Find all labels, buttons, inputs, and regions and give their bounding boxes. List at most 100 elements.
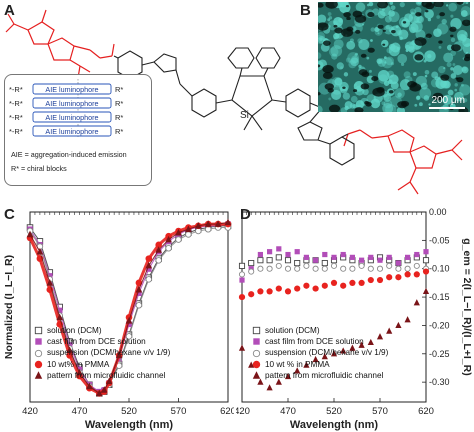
x-tick-label: 570 xyxy=(171,406,187,417)
aie-definition: AIE = aggregation-induced emission xyxy=(11,150,127,159)
aie-row-label: AIE luminophore xyxy=(45,127,98,136)
x-tick-label: 520 xyxy=(326,406,342,417)
data-point xyxy=(413,271,420,278)
data-point xyxy=(125,333,133,340)
aie-row-right: R* xyxy=(115,99,123,108)
data-point xyxy=(330,262,338,269)
legend-marker-shape xyxy=(34,371,43,379)
data-point xyxy=(413,262,420,269)
data-point xyxy=(248,361,255,368)
data-point xyxy=(376,276,384,284)
data-point xyxy=(422,257,430,264)
legend-marker-shape xyxy=(252,326,261,335)
legend-marker xyxy=(252,326,261,335)
legend-d: solution (DCM) cast film from DCE solutio… xyxy=(252,325,388,381)
legend-marker-shape xyxy=(252,349,261,357)
y-tick-label: -0.10 xyxy=(429,264,450,274)
legend-entry: solution (DCM) xyxy=(252,325,388,336)
scale-bar-label: 200 μm xyxy=(431,95,465,106)
legend-marker xyxy=(252,360,261,368)
y-axis-label: Normalized (I_L−I_R) xyxy=(3,255,15,359)
legend-marker xyxy=(252,371,261,379)
legend-label: 10 wt% in PMMA xyxy=(47,359,110,369)
data-point xyxy=(66,346,73,353)
y-tick-label: -0.20 xyxy=(429,320,450,330)
data-point xyxy=(294,265,301,272)
panel-label-c: C xyxy=(4,206,15,223)
data-point xyxy=(126,321,132,328)
data-point xyxy=(56,307,63,314)
legend-marker-shape xyxy=(253,338,260,345)
data-point xyxy=(284,265,292,272)
data-point xyxy=(330,350,338,357)
data-point xyxy=(185,231,192,238)
legend-c: solution (DCM) cast film from DCE solutio… xyxy=(34,325,170,381)
aie-row-label: AIE luminophore xyxy=(45,99,98,108)
aie-row-left: *-R* xyxy=(9,99,23,108)
data-point xyxy=(294,367,301,374)
series-line xyxy=(29,225,228,394)
panel-label-d: D xyxy=(240,206,251,223)
x-axis-label: Wavelength (nm) xyxy=(85,419,174,431)
legend-entry: 10 wt% in PMMA xyxy=(34,359,170,370)
data-point xyxy=(349,344,356,351)
data-point xyxy=(105,377,113,385)
data-point xyxy=(349,254,355,260)
legend-marker xyxy=(35,338,42,345)
data-point xyxy=(404,316,411,323)
aie-row-label: AIE luminophore xyxy=(45,85,98,94)
data-point xyxy=(266,384,273,391)
data-point xyxy=(303,254,309,260)
data-point xyxy=(175,236,182,243)
data-point xyxy=(267,249,273,255)
data-point xyxy=(349,279,356,286)
legend-marker-shape xyxy=(252,360,261,368)
aie-row-label: AIE luminophore xyxy=(45,113,98,122)
legend-label: suspension (DCM/hexane v/v 1/9) xyxy=(47,348,171,358)
data-point xyxy=(359,257,365,263)
x-tick-label: 420 xyxy=(236,406,250,417)
series-5 xyxy=(238,287,430,391)
data-point xyxy=(145,276,153,283)
legend-entry: pattern from microfluidic channel xyxy=(252,370,388,381)
y-tick-label: -0.05 xyxy=(429,235,450,245)
aie-luminophore-box xyxy=(32,111,112,123)
data-point xyxy=(405,254,411,260)
data-point xyxy=(238,271,246,278)
data-point xyxy=(276,246,282,252)
panel-label-b: B xyxy=(300,2,311,19)
data-point xyxy=(155,246,162,253)
legend-marker xyxy=(252,349,261,357)
silicon-atom-label: Si xyxy=(240,110,249,121)
fluorescence-micrograph: 200 μm xyxy=(318,2,470,112)
data-point xyxy=(376,333,384,340)
data-point xyxy=(294,249,300,255)
data-point xyxy=(423,249,429,255)
data-point xyxy=(56,313,63,321)
data-point xyxy=(36,247,44,255)
legend-marker-shape xyxy=(34,360,43,368)
legend-label: suspension (DCM/hexane v/v 1/9) xyxy=(265,348,389,358)
data-point xyxy=(321,259,328,267)
x-tick-label: 620 xyxy=(418,406,434,417)
data-point xyxy=(46,279,54,286)
data-point xyxy=(248,291,255,298)
series-3 xyxy=(238,262,430,278)
data-point xyxy=(257,257,264,264)
data-point xyxy=(204,220,212,227)
data-point xyxy=(422,268,430,275)
micrograph-texture xyxy=(318,2,470,112)
legend-label: 10 wt % in PMMA xyxy=(265,359,330,369)
data-point xyxy=(115,351,123,359)
data-point xyxy=(303,361,310,368)
legend-entry: pattern from microfluidic channel xyxy=(34,370,170,381)
data-point xyxy=(275,378,282,385)
aie-row-right: R* xyxy=(115,85,123,94)
data-point xyxy=(285,251,291,258)
data-point xyxy=(367,276,374,284)
data-point xyxy=(313,257,319,263)
chemical-structure: Si xyxy=(5,9,463,195)
data-point xyxy=(386,262,393,269)
data-point xyxy=(66,342,73,348)
data-point xyxy=(146,266,152,272)
